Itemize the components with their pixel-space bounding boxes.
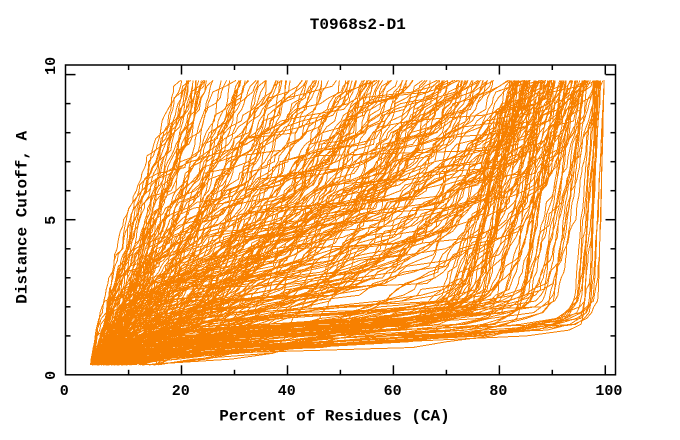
svg-text:40: 40 — [278, 383, 296, 400]
svg-text:T0968s2-D1: T0968s2-D1 — [310, 16, 406, 34]
svg-text:80: 80 — [489, 383, 507, 400]
svg-text:Percent of Residues (CA): Percent of Residues (CA) — [219, 408, 449, 426]
svg-text:10: 10 — [43, 57, 60, 75]
svg-text:0: 0 — [43, 371, 60, 380]
svg-text:Distance Cutoff, A: Distance Cutoff, A — [14, 130, 32, 303]
svg-text:5: 5 — [43, 216, 60, 225]
svg-text:20: 20 — [172, 383, 190, 400]
svg-text:60: 60 — [384, 383, 402, 400]
svg-text:100: 100 — [595, 383, 622, 400]
svg-text:0: 0 — [60, 383, 69, 400]
